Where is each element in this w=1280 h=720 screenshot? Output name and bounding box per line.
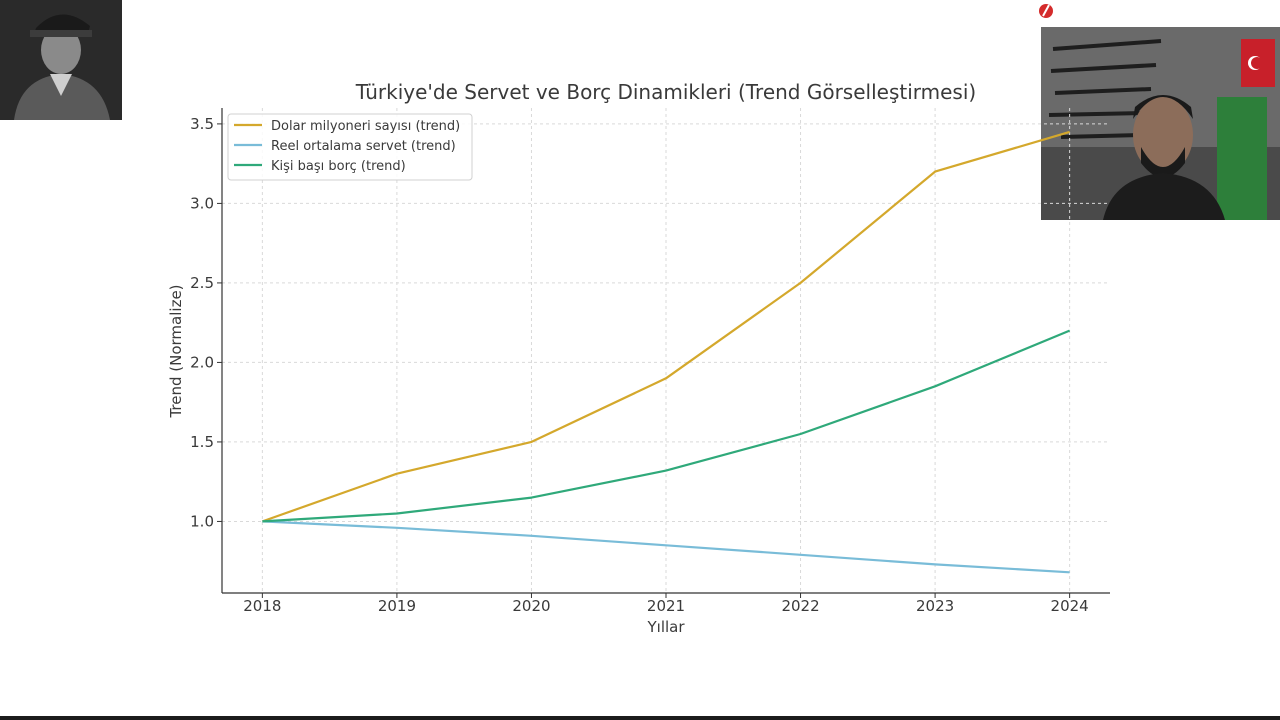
x-tick-label: 2019	[378, 597, 416, 615]
axes-layer: 2018 2019 2020 2021 2022 2023 2024 1.0 1.5 2.0 2.5…	[190, 108, 1110, 615]
x-tick-label: 2021	[647, 597, 685, 615]
series-layer	[262, 130, 1071, 574]
y-tick-label: 3.0	[190, 194, 214, 212]
webcam-feed-icon	[1041, 27, 1280, 220]
legend-box	[227, 113, 473, 181]
legend-entry-2: Reel ortalama servet (trend)	[271, 139, 456, 154]
bottom-bar	[0, 716, 1280, 720]
x-tick-label: 2018	[243, 597, 281, 615]
red-circle-logo-icon	[1038, 2, 1054, 20]
portrait-photo	[0, 0, 122, 120]
x-axis-label: Yıllar	[646, 618, 685, 636]
x-tick-label: 2024	[1051, 597, 1089, 615]
y-tick-label: 3.5	[190, 115, 214, 133]
x-tick-label: 2023	[916, 597, 954, 615]
y-tick-label: 1.0	[190, 512, 214, 530]
chart-title: Türkiye'de Servet ve Borç Dinamikleri (T…	[355, 80, 976, 104]
y-tick-label: 1.5	[190, 433, 214, 451]
legend-entry-3: Kişi başı borç (trend)	[271, 159, 406, 174]
y-tick-label: 2.0	[190, 353, 214, 371]
legend: Dolar milyoneri sayısı (trend) Reel ortal…	[227, 113, 473, 181]
y-axis-label: Trend (Normalize)	[167, 284, 185, 418]
grid-layer	[222, 108, 1110, 593]
portrait-photo-icon	[0, 0, 122, 120]
x-tick-label: 2020	[512, 597, 550, 615]
y-tick-label: 2.5	[190, 274, 214, 292]
webcam-feed	[1041, 27, 1280, 220]
x-tick-label: 2022	[781, 597, 819, 615]
legend-entry-1: Dolar milyoneri sayısı (trend)	[271, 119, 460, 134]
